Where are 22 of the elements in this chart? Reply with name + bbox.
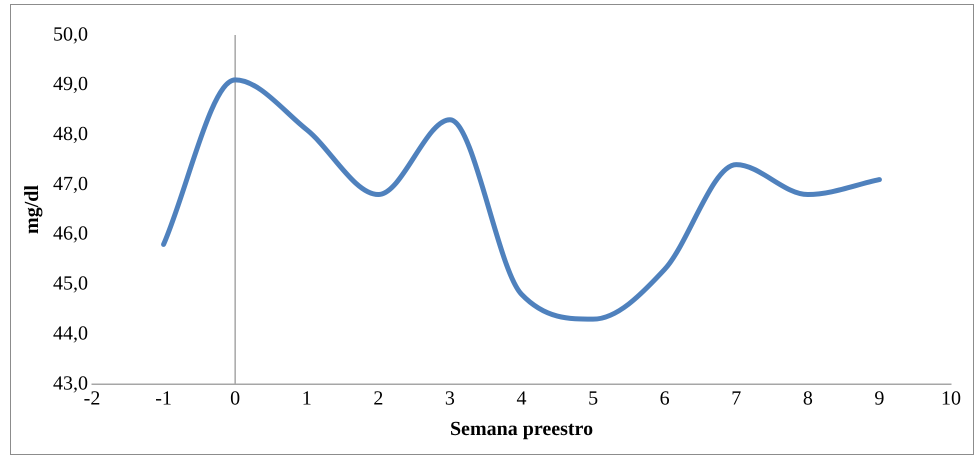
y-tick-label: 47,0 bbox=[53, 172, 88, 195]
x-tick-label: -1 bbox=[155, 387, 172, 410]
y-tick-label: 49,0 bbox=[53, 73, 88, 96]
x-tick-label: 2 bbox=[373, 387, 384, 410]
x-tick-label: 5 bbox=[588, 387, 598, 410]
y-tick-label: 44,0 bbox=[53, 322, 88, 344]
y-tick-label: 43,0 bbox=[53, 372, 88, 394]
x-tick-label: 8 bbox=[802, 387, 813, 410]
y-tick-label: 48,0 bbox=[53, 122, 88, 145]
y-tick-label: 50,0 bbox=[53, 23, 88, 46]
x-tick-label: 6 bbox=[660, 387, 670, 410]
x-axis-title: Semana preestro bbox=[450, 418, 594, 440]
y-tick-label: 46,0 bbox=[53, 222, 88, 245]
y-axis-title: mg/dl bbox=[21, 184, 44, 234]
x-tick-label: 10 bbox=[941, 387, 961, 410]
x-tick-label: 0 bbox=[230, 387, 240, 410]
x-tick-label: 3 bbox=[444, 387, 455, 410]
x-tick-label: 4 bbox=[516, 387, 526, 410]
y-tick-label: 45,0 bbox=[53, 272, 88, 295]
x-tick-label: 1 bbox=[302, 387, 312, 410]
x-tick-label: 9 bbox=[874, 387, 884, 410]
x-tick-label: 7 bbox=[731, 387, 742, 410]
